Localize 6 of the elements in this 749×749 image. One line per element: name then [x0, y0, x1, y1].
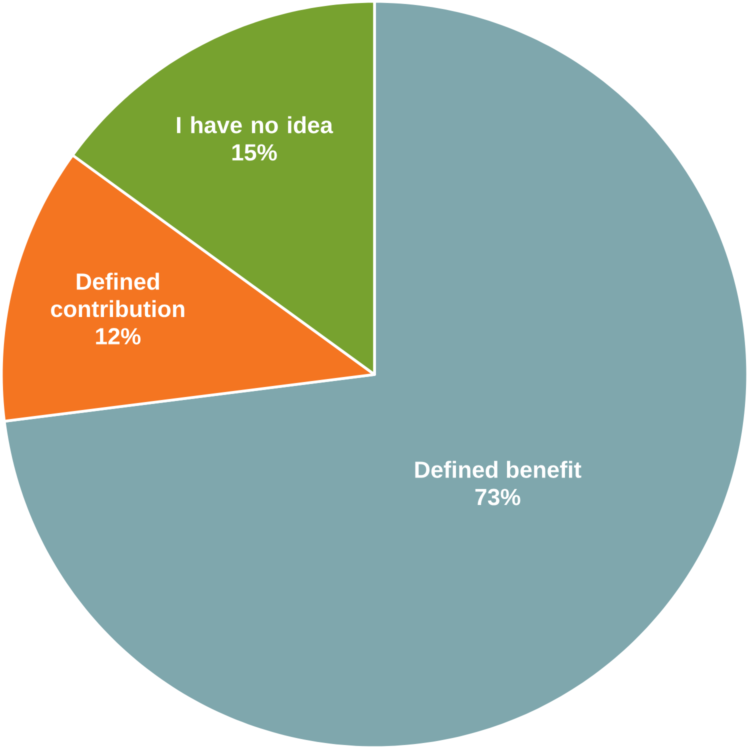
data-label: 12%	[96, 328, 141, 344]
slice-label: Defined benefit	[415, 460, 582, 478]
data-label: 15%	[232, 144, 277, 161]
slice-label: Defined contribution	[51, 272, 184, 318]
slice-label: I have no idea	[177, 116, 334, 134]
data-label: 73%	[475, 488, 520, 506]
